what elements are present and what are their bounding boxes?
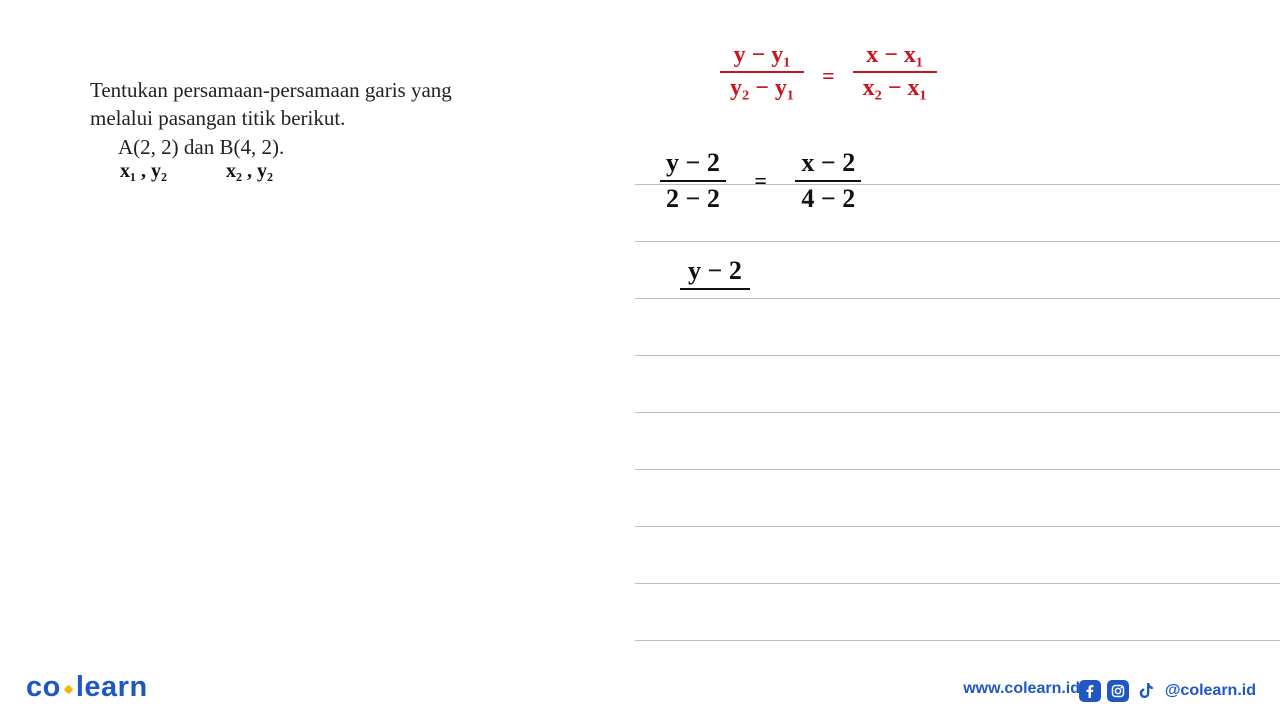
formula-equals: = bbox=[810, 63, 847, 89]
problem-line2: melalui pasangan titik berikut. bbox=[90, 104, 570, 132]
website-url: www.colearn.id bbox=[963, 680, 1080, 698]
social-handle: @colearn.id bbox=[1165, 682, 1256, 700]
brand-logo: colearn bbox=[26, 671, 148, 704]
ruled-line bbox=[635, 355, 1280, 356]
problem-line1: Tentukan persamaan-persamaan garis yang bbox=[90, 78, 452, 102]
social-links: @colearn.id bbox=[1079, 680, 1256, 702]
point-b-annotation: x₂ , y₂ bbox=[226, 160, 273, 183]
ruled-paper bbox=[635, 170, 1280, 645]
formula-left-num: y − y₁ bbox=[720, 42, 804, 71]
ruled-line bbox=[635, 583, 1280, 584]
formula-left-fraction: y − y₁ y₂ − y₁ bbox=[720, 42, 804, 102]
step1-left-num: y − 2 bbox=[660, 148, 726, 180]
point-a-label-text: x₁ , y₂ bbox=[120, 160, 167, 182]
facebook-icon bbox=[1079, 680, 1101, 702]
instagram-icon bbox=[1107, 680, 1129, 702]
ruled-line bbox=[635, 469, 1280, 470]
formula-left-den: y₂ − y₁ bbox=[720, 71, 804, 102]
step1-substitution: y − 2 2 − 2 = x − 2 4 − 2 bbox=[660, 148, 861, 214]
logo-dot-icon bbox=[63, 685, 73, 695]
step2-partial: y − 2 bbox=[680, 256, 750, 290]
formula-right-fraction: x − x₁ x₂ − x₁ bbox=[853, 42, 937, 102]
ruled-line bbox=[635, 241, 1280, 242]
formula-right-den: x₂ − x₁ bbox=[853, 71, 937, 102]
logo-right: learn bbox=[76, 671, 148, 703]
problem-line3: A(2, 2) dan B(4, 2). bbox=[90, 133, 570, 161]
problem-statement: Tentukan persamaan-persamaan garis yang … bbox=[90, 76, 570, 161]
logo-left: co bbox=[26, 671, 61, 703]
step2-text: y − 2 bbox=[680, 256, 750, 290]
two-point-formula: y − y₁ y₂ − y₁ = x − x₁ x₂ − x₁ bbox=[720, 42, 937, 102]
step1-right-num: x − 2 bbox=[795, 148, 861, 180]
point-b-label-text: x₂ , y₂ bbox=[226, 160, 273, 182]
point-a-annotation: x₁ , y₂ bbox=[120, 160, 167, 183]
tiktok-icon bbox=[1135, 680, 1157, 702]
step1-equals: = bbox=[732, 168, 789, 194]
ruled-line bbox=[635, 640, 1280, 641]
formula-right-num: x − x₁ bbox=[853, 42, 937, 71]
step1-right-fraction: x − 2 4 − 2 bbox=[795, 148, 861, 214]
ruled-line bbox=[635, 298, 1280, 299]
step1-right-den: 4 − 2 bbox=[795, 180, 861, 214]
ruled-line bbox=[635, 412, 1280, 413]
step1-left-den: 2 − 2 bbox=[660, 180, 726, 214]
footer: colearn www.colearn.id @colearn.id bbox=[0, 664, 1280, 704]
step1-left-fraction: y − 2 2 − 2 bbox=[660, 148, 726, 214]
ruled-line bbox=[635, 526, 1280, 527]
